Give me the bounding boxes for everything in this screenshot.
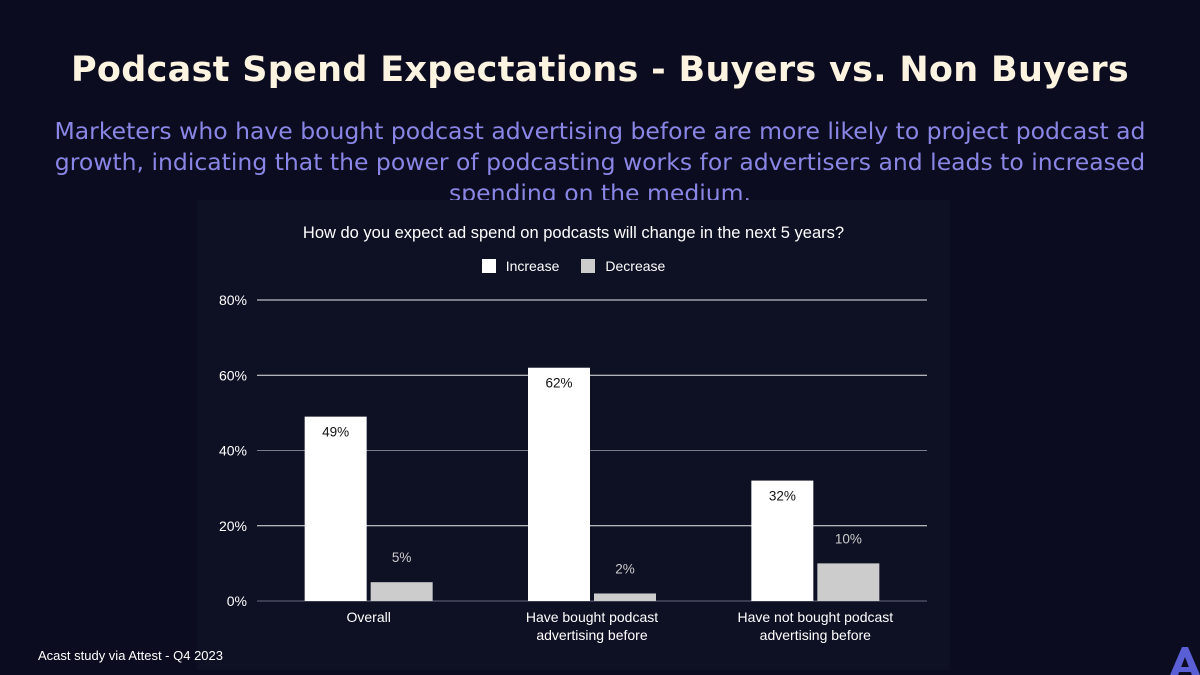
data-label: 62% (545, 376, 572, 391)
acast-logo-icon (1170, 647, 1200, 675)
x-tick-label: Have not bought podcast (737, 609, 893, 625)
legend-label-decrease: Decrease (605, 258, 666, 274)
data-label: 32% (769, 489, 796, 504)
y-tick-label: 60% (219, 367, 247, 383)
y-tick-label: 40% (219, 443, 247, 459)
y-tick-label: 0% (227, 593, 247, 609)
x-tick-label: Overall (346, 609, 390, 625)
y-tick-label: 80% (219, 292, 247, 308)
data-label: 10% (835, 531, 862, 546)
data-label: 2% (615, 561, 635, 576)
bar-increase (528, 367, 590, 601)
bar-decrease (817, 563, 880, 601)
data-label: 5% (392, 550, 412, 565)
legend-swatch-decrease (581, 259, 596, 273)
page-title: Podcast Spend Expectations - Buyers vs. … (70, 50, 1130, 90)
chart-legend: Increase Decrease (197, 258, 950, 274)
legend-item-increase: Increase (481, 258, 560, 274)
x-tick-label: advertising before (760, 627, 872, 643)
bar-decrease (594, 593, 656, 601)
legend-item-decrease: Decrease (581, 258, 665, 274)
legend-label-increase: Increase (505, 258, 560, 274)
bar-decrease (370, 582, 433, 601)
x-tick-label: advertising before (536, 627, 648, 643)
bar-increase (751, 480, 814, 601)
bar-increase (304, 416, 367, 601)
x-tick-label: Have bought podcast (526, 609, 658, 625)
source-footer: Acast study via Attest - Q4 2023 (38, 648, 223, 663)
legend-swatch-increase (481, 259, 496, 273)
y-tick-label: 20% (219, 518, 247, 534)
chart-title: How do you expect ad spend on podcasts w… (302, 224, 845, 242)
page-subtitle: Marketers who have bought podcast advert… (54, 117, 1146, 207)
data-label: 49% (322, 425, 349, 440)
